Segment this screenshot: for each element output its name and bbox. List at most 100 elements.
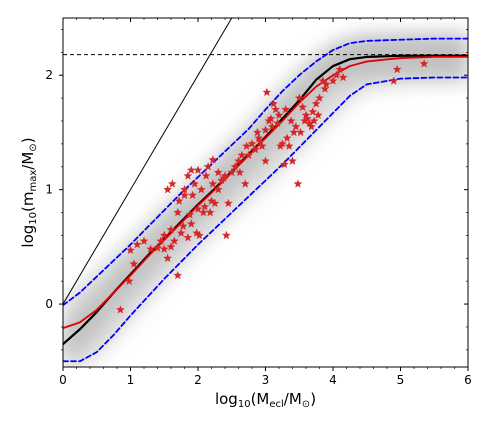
data-point-star <box>281 104 291 114</box>
data-point-star <box>293 179 303 188</box>
data-point-star <box>213 167 223 177</box>
data-point-star <box>280 159 289 169</box>
x-tick-label: 4 <box>329 373 337 387</box>
data-point-star <box>277 139 287 148</box>
data-point-star <box>167 179 177 188</box>
data-point-star <box>244 150 254 160</box>
data-point-star <box>180 185 189 194</box>
data-point-star <box>321 79 331 89</box>
data-point-star <box>271 104 281 114</box>
x-tick-label: 5 <box>397 373 405 387</box>
x-tick-label: 6 <box>464 373 472 387</box>
data-point-star <box>302 114 312 123</box>
data-point-star <box>176 228 186 237</box>
density-shading <box>63 31 468 367</box>
y-tick-label: 2 <box>45 68 53 82</box>
data-point-star <box>338 72 348 82</box>
data-point-star <box>213 185 223 194</box>
data-points <box>115 59 429 314</box>
data-point-star <box>178 221 188 230</box>
data-point-star <box>132 239 142 249</box>
data-point-star <box>389 76 399 85</box>
data-point-star <box>331 70 341 79</box>
data-point-star <box>335 64 345 74</box>
data-point-star <box>284 141 294 150</box>
upper-bound-curve <box>63 37 468 307</box>
data-point-star <box>196 185 206 194</box>
data-point-star <box>320 84 330 93</box>
data-point-star <box>313 110 323 119</box>
density-band-core <box>63 35 468 365</box>
data-point-star <box>255 136 265 146</box>
data-point-star <box>193 165 203 174</box>
data-point-star <box>294 93 304 102</box>
data-point-star <box>267 122 277 131</box>
data-point-star <box>185 210 195 219</box>
data-point-star <box>115 305 125 314</box>
data-point-star <box>129 259 139 268</box>
data-point-star <box>173 270 183 280</box>
data-point-star <box>269 99 278 108</box>
data-point-star <box>253 127 262 137</box>
data-point-star <box>274 110 284 119</box>
data-point-star <box>166 225 176 234</box>
data-point-star <box>230 162 240 171</box>
data-point-star <box>205 207 215 217</box>
data-point-star <box>282 133 292 142</box>
data-point-star <box>180 190 189 200</box>
axis-ticks: 0 1 2 3 4 5 6 0 1 2 <box>45 18 472 387</box>
data-point-star <box>296 127 305 137</box>
data-point-star <box>301 110 311 119</box>
data-point-star <box>257 141 267 150</box>
data-point-star <box>194 230 204 240</box>
data-point-star <box>298 102 308 111</box>
data-point-star <box>186 165 196 174</box>
data-point-star <box>220 171 230 180</box>
data-point-star <box>208 179 218 188</box>
x-tick-label: 1 <box>127 373 135 387</box>
data-point-star <box>188 190 197 200</box>
data-point-star <box>227 167 237 177</box>
data-point-star <box>235 167 245 177</box>
data-point-star <box>124 276 134 285</box>
data-point-star <box>210 198 220 208</box>
data-point-star <box>190 179 200 188</box>
x-tick-label: 2 <box>194 373 202 387</box>
data-point-star <box>139 236 149 245</box>
data-point-star <box>193 204 203 213</box>
data-point-star <box>166 242 176 251</box>
data-point-star <box>261 125 270 134</box>
y-tick-label: 1 <box>45 183 53 197</box>
data-point-star <box>250 144 260 154</box>
data-point-star <box>266 114 276 123</box>
data-point-star <box>247 139 257 148</box>
data-point-star <box>288 156 297 165</box>
data-point-star <box>308 107 318 116</box>
data-point-star <box>201 171 211 180</box>
one-to-one-line <box>63 18 233 305</box>
density-band-outer <box>63 31 468 367</box>
data-point-star <box>208 155 218 164</box>
data-point-star <box>261 156 270 165</box>
data-point-star <box>240 179 250 188</box>
data-point-star <box>156 236 166 245</box>
data-point-star <box>186 219 196 228</box>
data-point-star <box>307 122 316 131</box>
data-point-star <box>291 122 301 131</box>
data-point-star <box>419 59 429 68</box>
data-point-star <box>183 233 193 242</box>
data-point-star <box>234 156 243 165</box>
data-point-star <box>392 64 402 74</box>
y-tick-label: 0 <box>45 297 53 311</box>
data-point-star <box>163 253 173 263</box>
data-point-star <box>223 198 233 208</box>
x-tick-label: 0 <box>59 373 67 387</box>
data-point-star <box>153 243 162 252</box>
data-point-star <box>318 76 328 85</box>
data-point-star <box>242 141 251 150</box>
data-point-star <box>203 162 213 171</box>
data-point-star <box>311 99 321 108</box>
data-point-star <box>262 87 272 97</box>
data-point-star <box>309 116 319 125</box>
